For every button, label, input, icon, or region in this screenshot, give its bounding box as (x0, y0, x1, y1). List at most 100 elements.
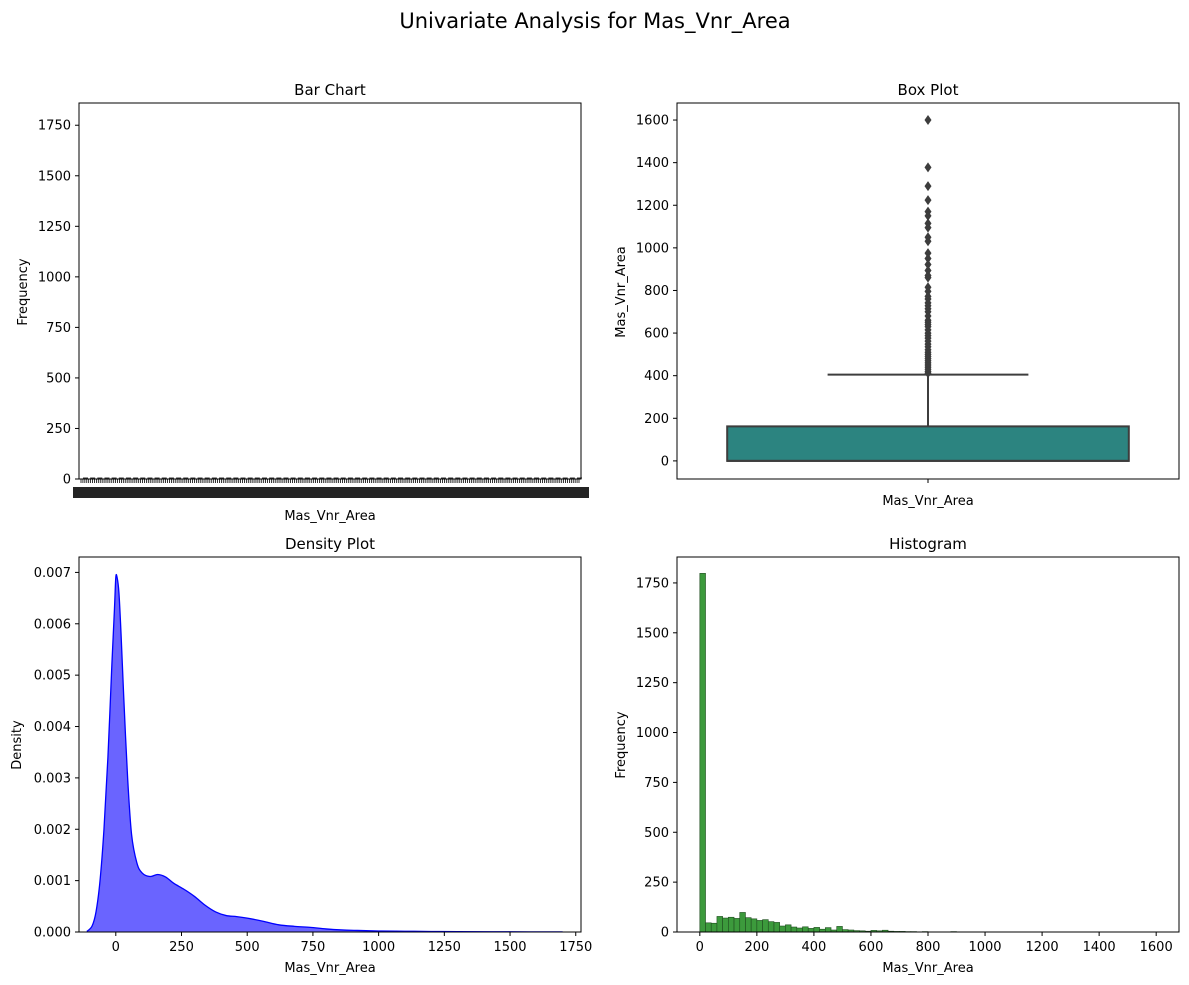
histogram-bar (767, 921, 775, 933)
box-plot-ylabel: Mas_Vnr_Area (614, 246, 629, 337)
histogram-ytick-label: 750 (644, 776, 669, 791)
box-plot-ytick-label: 400 (644, 369, 669, 384)
histogram-bar (739, 912, 746, 933)
histogram-bar (785, 924, 792, 933)
density-plot-xtick-label: 0 (112, 940, 120, 955)
histogram-bar (779, 925, 786, 933)
density-plot-ytick-label: 0.007 (34, 566, 71, 581)
box-plot-outlier (924, 162, 932, 173)
box-plot-outlier (924, 253, 932, 264)
histogram-xtick-label: 1200 (1026, 940, 1059, 955)
box-plot-ytick-label: 1000 (636, 241, 669, 256)
box-plot-panel: Box Plot Mas_Vnr_Area Mas_Vnr_Area 0 200 4… (614, 81, 1180, 509)
histogram-ytick-label: 500 (644, 826, 669, 841)
box-plot-ytick-label: 1600 (636, 114, 669, 129)
histogram-bar (728, 916, 735, 933)
box-plot-outlier (924, 236, 932, 247)
histogram-xtick-label: 0 (696, 940, 704, 955)
histogram-bar (745, 917, 752, 933)
box-plot-outlier (924, 265, 932, 276)
histogram-ytick-label: 1000 (636, 726, 669, 741)
histogram-xtick-label: 1600 (1140, 940, 1173, 955)
histogram-xtick-label: 1000 (968, 940, 1001, 955)
histogram-bar (705, 922, 712, 933)
histogram-ytick-label: 250 (644, 876, 669, 891)
density-plot-xtick-label: 750 (301, 940, 326, 955)
bar-chart-xtick-clutter (73, 477, 589, 498)
box-plot-title: Box Plot (898, 81, 959, 99)
bar-chart-title: Bar Chart (294, 81, 366, 99)
density-plot-ytick-label: 0.003 (34, 771, 71, 786)
density-plot-ytick-label: 0.006 (34, 617, 71, 632)
bar-chart-xlabel: Mas_Vnr_Area (284, 509, 375, 524)
bar-chart-ytick-label: 1750 (38, 119, 71, 134)
histogram-axes-frame (676, 556, 1180, 933)
density-plot-xlabel: Mas_Vnr_Area (284, 961, 375, 976)
histogram-bar (733, 918, 741, 933)
box-plot-outlier (924, 222, 932, 233)
box-plot-ytick-label: 600 (644, 327, 669, 342)
bar-chart-xtick-label-blob (73, 487, 589, 498)
histogram-bar (756, 920, 763, 933)
bar-chart-panel: Bar Chart Frequency Mas_Vnr_Area 0 250 500… (16, 81, 589, 524)
histogram-ytick-label: 1250 (636, 676, 669, 691)
bar-chart-axes-frame (78, 102, 582, 480)
histogram-title: Histogram (889, 535, 967, 553)
box-plot-ytick-label: 200 (644, 412, 669, 427)
box-plot-outlier (924, 286, 932, 297)
density-plot-panel: Density Plot Density Mas_Vnr_Area 0.000 0… (10, 535, 592, 976)
histogram-bar (836, 926, 843, 933)
histogram-xlabel: Mas_Vnr_Area (882, 961, 973, 976)
histogram-bar (750, 918, 758, 933)
box-plot-box (726, 425, 1130, 462)
density-plot-xtick-label: 1750 (559, 940, 592, 955)
density-plot-ytick-label: 0.004 (34, 720, 71, 735)
box-plot-ytick-label: 1400 (636, 156, 669, 171)
density-plot-line (86, 573, 563, 933)
density-plot-ytick-label: 0.000 (34, 926, 71, 941)
histogram-xtick-label: 400 (801, 940, 826, 955)
box-plot-outlier (924, 248, 932, 259)
figure-suptitle: Univariate Analysis for Mas_Vnr_Area (399, 9, 790, 34)
bar-chart-ytick-label: 1000 (38, 270, 71, 285)
box-plot-outlier (924, 259, 932, 270)
histogram-xtick-label: 600 (859, 940, 884, 955)
density-plot-xtick-label: 1500 (493, 940, 526, 955)
density-plot-ytick-label: 0.005 (34, 669, 71, 684)
density-plot-xtick-label: 1250 (428, 940, 461, 955)
bar-chart-ytick-label: 1250 (38, 220, 71, 235)
histogram-xtick-label: 200 (744, 940, 769, 955)
bar-chart-ylabel: Frequency (16, 258, 31, 325)
density-plot-title: Density Plot (285, 535, 375, 553)
density-plot-xtick-label: 1000 (362, 940, 395, 955)
histogram-bar (699, 573, 706, 933)
box-plot-outlier (924, 368, 932, 379)
histogram-ytick-label: 1500 (636, 626, 669, 641)
bar-chart-ytick-label: 500 (46, 371, 71, 386)
density-plot-xtick-label: 500 (235, 940, 260, 955)
histogram-panel: Histogram Frequency Mas_Vnr_Area 0 250 500… (614, 535, 1180, 976)
density-plot-axes-frame (78, 556, 582, 933)
histogram-bar (813, 927, 820, 933)
histogram-bar (825, 927, 832, 933)
histogram-bar (722, 917, 729, 933)
box-plot-outlier (924, 115, 932, 126)
box-plot-outlier (924, 195, 932, 206)
histogram-bar (807, 928, 815, 933)
box-plot-outlier (924, 272, 932, 283)
box-plot-xlabel: Mas_Vnr_Area (882, 494, 973, 509)
histogram-bar (762, 919, 769, 933)
density-plot-xtick-label: 250 (169, 940, 194, 955)
histogram-bar (790, 926, 798, 933)
histogram-ylabel: Frequency (614, 711, 629, 778)
histogram-bar (710, 922, 718, 933)
density-plot-ylabel: Density (10, 720, 25, 770)
box-plot-outlier (924, 210, 932, 221)
box-plot-ytick-label: 800 (644, 284, 669, 299)
bar-chart-ytick-label: 0 (63, 473, 71, 488)
histogram-bar (773, 922, 780, 933)
histogram-xtick-label: 800 (916, 940, 941, 955)
density-plot-ytick-label: 0.002 (34, 823, 71, 838)
bar-chart-ytick-label: 250 (46, 422, 71, 437)
